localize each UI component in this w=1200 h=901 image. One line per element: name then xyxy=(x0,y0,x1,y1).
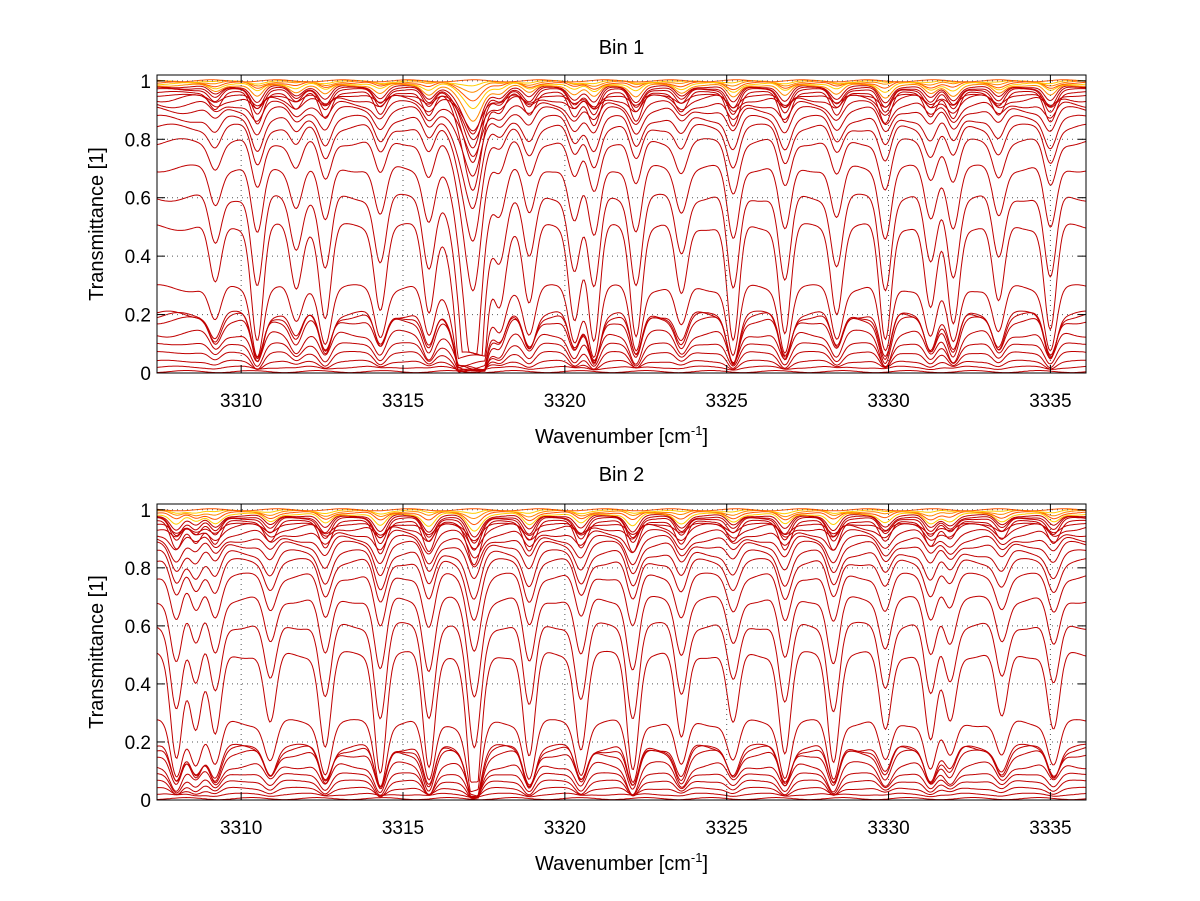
series-line xyxy=(157,284,1087,369)
x-axis-label: Wavenumber [cm-1] xyxy=(535,850,708,875)
series-line xyxy=(156,761,1087,797)
series-line xyxy=(157,796,1087,801)
series-line xyxy=(156,515,1087,544)
series-line xyxy=(156,511,1087,526)
series-line xyxy=(156,779,1087,799)
series-line xyxy=(157,519,1086,566)
series-line xyxy=(156,650,1087,783)
series-line xyxy=(156,772,1087,797)
series-line xyxy=(156,329,1086,372)
series-line xyxy=(157,370,1087,374)
series-line xyxy=(156,310,1086,372)
series-line xyxy=(156,138,1087,292)
y-tick-label: 0.6 xyxy=(125,617,151,638)
series-line xyxy=(156,558,1087,622)
x-tick-label: 3325 xyxy=(706,391,748,412)
series-line xyxy=(156,342,1087,371)
x-tick-label: 3320 xyxy=(544,391,586,412)
x-axis-label-end: ] xyxy=(702,853,708,875)
y-tick-label: 0.2 xyxy=(125,306,151,327)
chart-title: Bin 2 xyxy=(599,464,645,486)
chart-title: Bin 1 xyxy=(599,37,645,59)
series-line xyxy=(156,164,1087,356)
x-tick-label: 3315 xyxy=(382,818,424,839)
series-line xyxy=(156,85,1087,135)
x-tick-label: 3315 xyxy=(382,391,424,412)
series-line xyxy=(156,123,1087,242)
x-tick-label: 3330 xyxy=(867,391,909,412)
series-line xyxy=(156,786,1086,800)
x-axis-label-main: Wavenumber [cm xyxy=(535,426,691,448)
axes-box xyxy=(156,503,1087,801)
x-axis-label-superscript: -1 xyxy=(691,850,703,865)
series-line xyxy=(156,621,1087,749)
series-line xyxy=(156,106,1087,177)
series-line xyxy=(156,514,1086,538)
series-line xyxy=(156,523,1087,550)
series-line xyxy=(156,595,1087,698)
series-line xyxy=(156,93,1087,132)
y-tick-label: 0.8 xyxy=(125,559,151,580)
series-layer xyxy=(156,79,1087,374)
x-tick-label: 3330 xyxy=(867,818,909,839)
chart-panel-bin-2: 3310 3315 3320 3325 3330 3335 0 0.2 0.4 0.6 0.8 1 B… xyxy=(86,464,1087,875)
series-line xyxy=(156,350,1087,373)
x-axis-label: Wavenumber [cm-1] xyxy=(535,423,708,448)
tick-layer: 3310 3315 3320 3325 3330 3335 0 0.2 0.4 0.6 0.8 1 xyxy=(125,72,1086,412)
series-line xyxy=(156,508,1087,512)
series-line xyxy=(156,311,1087,372)
y-tick-label: 0 xyxy=(140,364,151,385)
y-tick-label: 0.4 xyxy=(125,247,152,268)
series-line xyxy=(156,516,1087,551)
series-line xyxy=(156,100,1087,158)
series-line xyxy=(157,316,1087,372)
series-line xyxy=(157,82,1087,110)
series-line xyxy=(157,512,1087,532)
y-tick-label: 0.8 xyxy=(125,130,151,151)
x-axis-label-superscript: -1 xyxy=(691,423,703,438)
y-tick-label: 1 xyxy=(140,501,151,522)
chart-panel-bin-1: 3310 3315 3320 3325 3330 3335 0 0.2 0.4 0.6 0.8 1 B… xyxy=(86,37,1087,448)
y-tick-label: 0.4 xyxy=(125,675,152,696)
y-axis-label: Transmittance [1] xyxy=(86,147,108,301)
y-tick-label: 1 xyxy=(140,72,151,93)
series-line xyxy=(156,572,1087,652)
series-line xyxy=(156,91,1087,192)
series-line xyxy=(156,745,1087,799)
y-tick-label: 0 xyxy=(140,791,151,812)
series-line xyxy=(156,534,1087,568)
y-tick-label: 0.6 xyxy=(125,189,151,210)
series-line xyxy=(156,88,1086,164)
series-line xyxy=(156,79,1087,83)
series-layer xyxy=(156,508,1087,801)
series-line xyxy=(157,549,1087,600)
series-line xyxy=(156,743,1086,798)
x-tick-label: 3325 xyxy=(706,818,748,839)
series-line xyxy=(156,719,1087,793)
y-axis-label: Transmittance [1] xyxy=(86,575,108,729)
tick-layer: 3310 3315 3320 3325 3330 3335 0 0.2 0.4 0.6 0.8 1 xyxy=(125,501,1086,839)
x-tick-label: 3335 xyxy=(1029,391,1071,412)
x-tick-label: 3310 xyxy=(220,818,262,839)
series-line xyxy=(157,86,1087,149)
series-line xyxy=(156,83,1086,122)
series-line xyxy=(156,223,1087,360)
x-tick-label: 3335 xyxy=(1029,818,1071,839)
grid-layer xyxy=(157,75,1086,374)
x-axis-label-end: ] xyxy=(702,426,708,448)
x-tick-label: 3310 xyxy=(220,391,262,412)
x-tick-label: 3320 xyxy=(544,818,586,839)
series-line xyxy=(156,792,1087,799)
y-tick-label: 0.2 xyxy=(125,733,151,754)
series-line xyxy=(156,114,1087,210)
series-line xyxy=(156,193,1087,356)
axes-box xyxy=(156,74,1087,374)
series-line xyxy=(156,365,1087,374)
series-line xyxy=(156,540,1087,580)
x-axis-label-main: Wavenumber [cm xyxy=(535,853,691,875)
series-line xyxy=(156,359,1086,374)
